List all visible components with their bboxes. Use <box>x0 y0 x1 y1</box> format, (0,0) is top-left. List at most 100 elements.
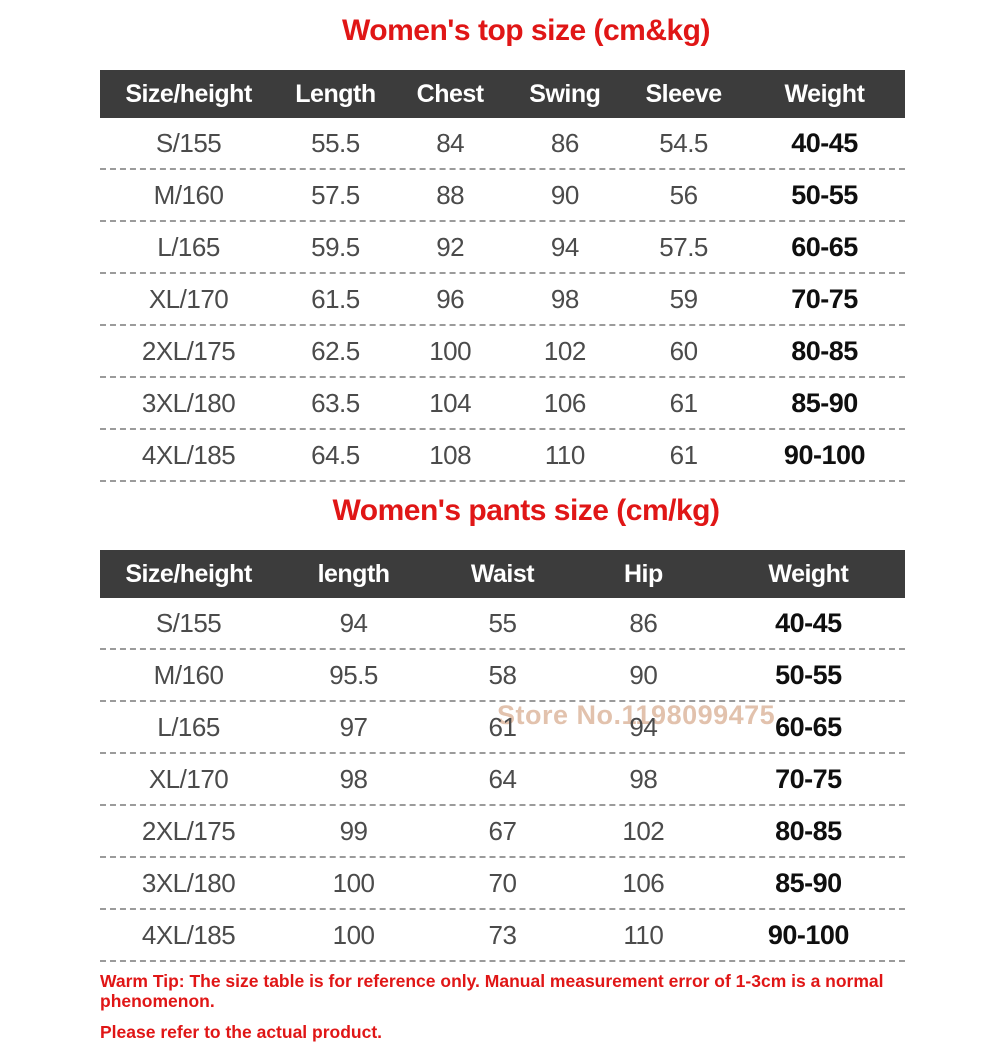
cell: 85-90 <box>775 867 842 898</box>
cell: 61 <box>669 439 698 470</box>
table-body: S/155 94 55 86 40-45 M/160 95.5 58 90 50-55 L/165 9… <box>100 598 905 962</box>
cell: 110 <box>623 919 664 950</box>
column-header: Size/height <box>125 79 252 108</box>
cell: 106 <box>622 867 665 898</box>
cell: 62.5 <box>311 335 360 366</box>
cell: 108 <box>429 439 472 470</box>
cell: 85-90 <box>791 387 858 418</box>
cell: 110 <box>544 439 585 470</box>
cell: 4XL/185 <box>141 439 236 470</box>
cell: 50-55 <box>775 659 842 690</box>
cell: 90 <box>629 659 658 690</box>
cell: 102 <box>543 335 586 366</box>
table-row: L/165 97 61 94 60-65 <box>100 702 905 754</box>
cell: 100 <box>332 867 375 898</box>
cell: 50-55 <box>791 179 858 210</box>
cell: 40-45 <box>791 127 858 158</box>
cell: 40-45 <box>775 607 842 638</box>
cell: 102 <box>622 815 665 846</box>
cell: 100 <box>332 919 375 950</box>
cell: 80-85 <box>791 335 858 366</box>
cell: 98 <box>339 763 368 794</box>
cell: 56 <box>669 179 698 210</box>
table-row: L/165 59.5 92 94 57.5 60-65 <box>100 222 905 274</box>
column-header: Weight <box>768 559 849 588</box>
store-watermark: Store No.1198099475 <box>497 700 776 730</box>
cell: 95.5 <box>329 659 378 690</box>
cell: 61 <box>669 387 698 418</box>
cell: 90 <box>550 179 579 210</box>
header-row: Size/height length Waist Hip Weight <box>100 550 905 598</box>
cell: S/155 <box>155 127 222 158</box>
warm-tip-line2: Please refer to the actual product. <box>100 1022 383 1042</box>
cell: XL/170 <box>148 763 229 794</box>
pants-size-table-title: Women's pants size (cm/kg) <box>332 494 720 527</box>
cell: 2XL/175 <box>141 815 236 846</box>
table-row: XL/170 61.5 96 98 59 70-75 <box>100 274 905 326</box>
cell: 70 <box>488 867 517 898</box>
cell: 3XL/180 <box>141 387 236 418</box>
table-row: 2XL/175 62.5 100 102 60 80-85 <box>100 326 905 378</box>
cell: XL/170 <box>148 283 229 314</box>
cell: 70-75 <box>775 763 842 794</box>
table-row: M/160 95.5 58 90 50-55 <box>100 650 905 702</box>
cell: 98 <box>550 283 579 314</box>
cell: 64 <box>488 763 517 794</box>
cell: 60-65 <box>775 711 842 742</box>
cell: 55 <box>488 607 517 638</box>
table-row: S/155 94 55 86 40-45 <box>100 598 905 650</box>
cell: 54.5 <box>659 127 708 158</box>
table-row: S/155 55.5 84 86 54.5 40-45 <box>100 118 905 170</box>
cell: 88 <box>436 179 465 210</box>
cell: 55.5 <box>311 127 360 158</box>
cell: 63.5 <box>311 387 360 418</box>
table-row: 3XL/180 63.5 104 106 61 85-90 <box>100 378 905 430</box>
table-row: 4XL/185 64.5 108 110 61 90-100 <box>100 430 905 482</box>
table-row: M/160 57.5 88 90 56 50-55 <box>100 170 905 222</box>
cell: L/165 <box>157 231 220 262</box>
cell: 60-65 <box>791 231 858 262</box>
table-row: 2XL/175 99 67 102 80-85 <box>100 806 905 858</box>
column-header: Hip <box>623 559 663 588</box>
cell: 84 <box>436 127 465 158</box>
table-row: 3XL/180 100 70 106 85-90 <box>100 858 905 910</box>
cell: 4XL/185 <box>141 919 236 950</box>
cell: 61 <box>488 711 517 742</box>
cell: L/165 <box>157 711 220 742</box>
cell: 104 <box>429 387 472 418</box>
cell: 59.5 <box>311 231 360 262</box>
cell: 57.5 <box>311 179 360 210</box>
cell: 90-100 <box>767 919 850 950</box>
cell: 94 <box>550 231 579 262</box>
cell: 67 <box>488 815 517 846</box>
cell: 90-100 <box>783 439 866 470</box>
cell: 97 <box>339 711 368 742</box>
cell: 58 <box>488 659 517 690</box>
column-header: Weight <box>784 79 865 108</box>
cell: 100 <box>429 335 472 366</box>
cell: 61.5 <box>311 283 360 314</box>
cell: 98 <box>629 763 658 794</box>
column-header: Chest <box>416 79 484 108</box>
column-header: Size/height <box>125 559 252 588</box>
cell: 94 <box>339 607 368 638</box>
pants-size-table: Size/height length Waist Hip Weight S/155 94 55… <box>100 550 905 962</box>
cell: M/160 <box>153 659 224 690</box>
table-body: S/155 55.5 84 86 54.5 40-45 M/160 57.5 88 90 56 50-… <box>100 118 905 482</box>
top-size-table: Size/height Length Chest Swing Sleeve Weight S… <box>100 70 905 482</box>
table-row: XL/170 98 64 98 70-75 <box>100 754 905 806</box>
cell: 94 <box>629 711 658 742</box>
cell: S/155 <box>155 607 222 638</box>
column-header: Waist <box>470 559 535 588</box>
cell: M/160 <box>153 179 224 210</box>
cell: 73 <box>488 919 517 950</box>
warm-tip: Warm Tip: The size table is for referenc… <box>100 971 1000 1042</box>
cell: 80-85 <box>775 815 842 846</box>
header-row: Size/height Length Chest Swing Sleeve Weight <box>100 70 905 118</box>
cell: 2XL/175 <box>141 335 236 366</box>
column-header: Swing <box>529 79 601 108</box>
cell: 92 <box>436 231 465 262</box>
column-header: length <box>317 559 390 588</box>
warm-tip-line1: Warm Tip: The size table is for referenc… <box>100 971 884 1011</box>
cell: 96 <box>436 283 465 314</box>
